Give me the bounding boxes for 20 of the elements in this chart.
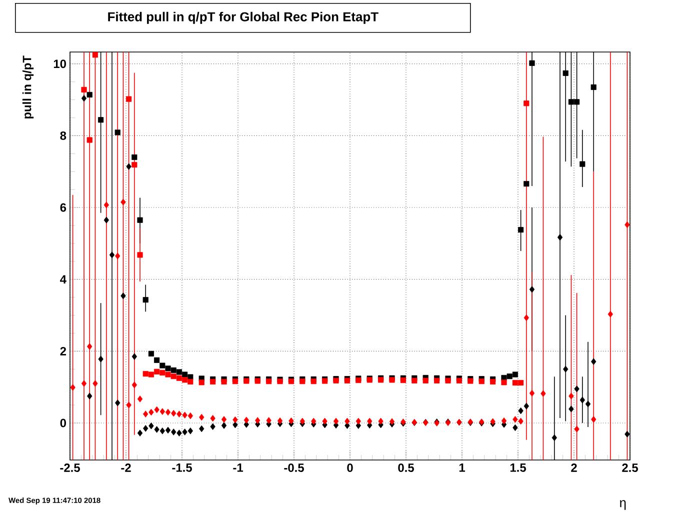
y-axis-title: pull in q/pT (22, 56, 34, 118)
x-tick-label: -1.5 (172, 463, 192, 472)
x-tick-label: -2 (121, 463, 131, 472)
y-tick-label: 4 (60, 275, 66, 284)
x-tick-label: 1.5 (510, 463, 526, 472)
x-axis-title: η (620, 500, 626, 510)
y-tick-label: 6 (60, 203, 66, 212)
x-tick-label: -2.5 (60, 463, 80, 472)
x-tick-label: 0.5 (398, 463, 414, 472)
y-tick-label: 2 (60, 346, 66, 356)
x-tick-label: 2 (571, 463, 577, 472)
x-tick-label: -0.5 (284, 463, 304, 472)
y-tick-label: 10 (54, 60, 66, 68)
y-tick-label: 0 (60, 418, 66, 428)
x-tick-label: 1 (459, 463, 465, 472)
x-tick-label: 0 (347, 463, 353, 472)
x-tick-label: 2.5 (622, 463, 638, 472)
x-tick-label: -1 (233, 463, 243, 472)
chart-title: Fitted pull in q/pT for Global Rec Pion EtapT (108, 12, 378, 24)
y-tick-label: 8 (60, 131, 66, 140)
